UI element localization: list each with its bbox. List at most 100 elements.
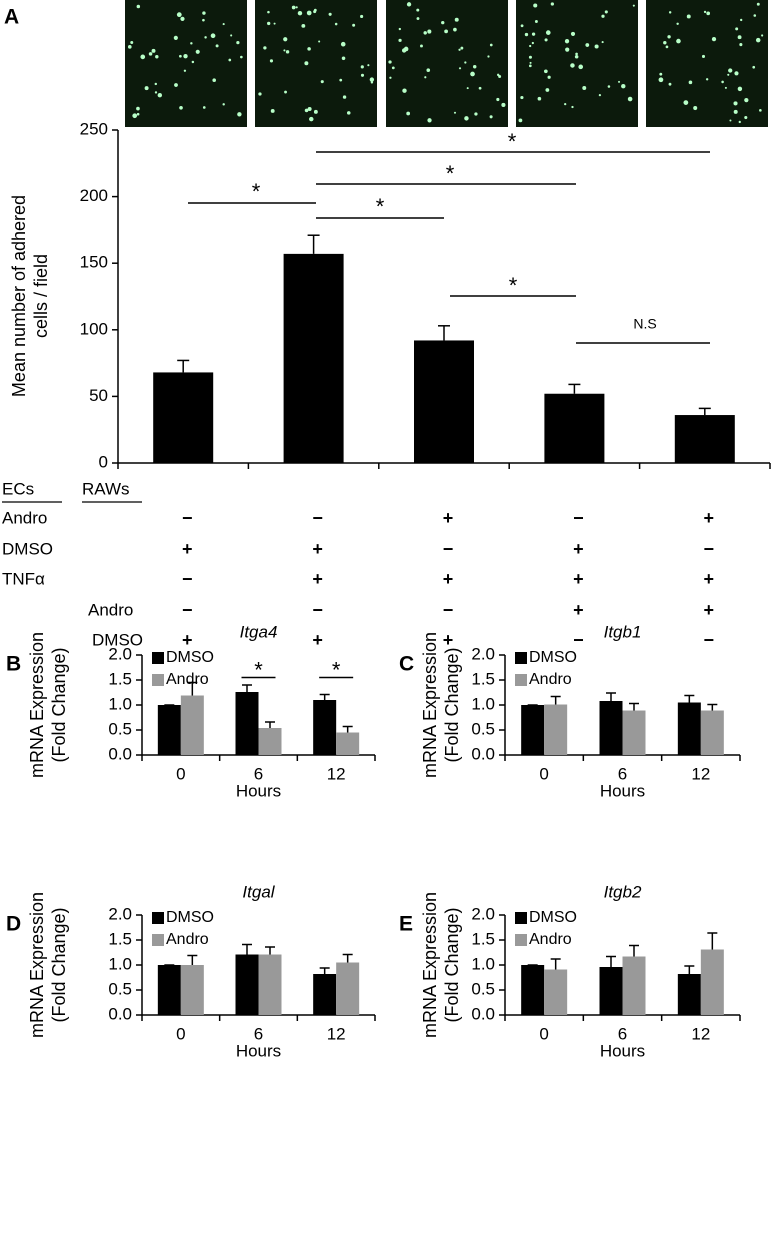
cell-dot <box>416 17 420 20</box>
cell-dot <box>179 105 183 110</box>
condition-sign: + <box>312 569 323 589</box>
x-tick-label: 12 <box>691 1024 710 1043</box>
cell-dot <box>701 54 706 58</box>
significance-label: * <box>508 129 517 154</box>
cell-dot <box>318 40 321 43</box>
cell-dot <box>148 52 153 56</box>
cell-dot <box>721 80 724 84</box>
condition-sign: + <box>573 600 584 620</box>
y-tick-label: 0 <box>99 452 108 471</box>
cell-dot <box>127 44 132 49</box>
bar <box>599 701 623 755</box>
cell-dot <box>501 102 506 108</box>
y-tick-label: 1.5 <box>108 669 132 688</box>
condition-label: DMSO <box>2 539 53 558</box>
cell-dot <box>621 83 626 89</box>
legend-label: DMSO <box>529 649 577 666</box>
x-tick-label: 6 <box>618 764 627 783</box>
cell-dot <box>360 65 364 69</box>
cell-dot <box>416 8 420 12</box>
cell-dot <box>307 106 312 112</box>
bar <box>521 965 545 1015</box>
bar <box>674 415 735 463</box>
condition-sign: + <box>704 508 715 528</box>
x-tick-label: 6 <box>254 1024 263 1043</box>
y-tick-label: 2.0 <box>108 644 132 663</box>
cell-dot <box>360 14 364 19</box>
x-axis-label: Hours <box>236 1041 281 1060</box>
condition-sign: − <box>573 508 584 528</box>
cell-dot <box>423 31 427 35</box>
cell-dot <box>202 18 205 22</box>
cell-dot <box>658 77 664 83</box>
panel-letter: D <box>6 913 21 936</box>
condition-sign: − <box>443 600 454 620</box>
condition-sign: + <box>182 630 193 650</box>
y-tick-label: 0.5 <box>108 719 132 738</box>
cell-dot <box>744 98 749 103</box>
condition-sign: + <box>443 569 454 589</box>
cell-dot <box>489 115 493 119</box>
cell-dot <box>309 116 314 122</box>
y-tick-label: 1.5 <box>108 929 132 948</box>
chart-title: Itga4 <box>240 622 278 641</box>
cell-dot <box>427 118 432 123</box>
y-tick-label: 2.0 <box>471 904 495 923</box>
condition-sign: + <box>443 508 454 528</box>
y-tick-label: 1.0 <box>108 954 132 973</box>
cell-dot <box>297 10 303 16</box>
bar <box>599 967 623 1015</box>
cell-dot <box>458 48 461 51</box>
cell-dot <box>210 33 216 39</box>
cell-dot <box>528 64 532 68</box>
bar <box>153 372 214 463</box>
cell-dot <box>570 63 575 68</box>
cell-dot <box>738 120 741 124</box>
cell-dot <box>529 61 532 64</box>
micrograph <box>255 0 377 127</box>
y-tick-label: 1.5 <box>471 669 495 688</box>
y-axis-label: cells / field <box>31 254 51 338</box>
cell-dot <box>665 45 669 49</box>
cell-dot <box>487 55 490 58</box>
cell-dot <box>632 4 635 7</box>
y-tick-label: 100 <box>80 319 108 338</box>
x-tick-label: 12 <box>691 764 710 783</box>
cell-dot <box>733 101 738 106</box>
y-axis-label: (Fold Change) <box>49 907 69 1022</box>
cell-dot <box>585 43 590 47</box>
cell-dot <box>575 52 578 56</box>
cell-dot <box>215 44 219 48</box>
cell-dot <box>191 60 195 64</box>
cell-dot <box>398 27 402 31</box>
legend-swatch <box>515 934 527 946</box>
y-tick-label: 0.5 <box>471 979 495 998</box>
legend-label: Andro <box>166 671 209 688</box>
cell-dot <box>601 41 604 44</box>
cell-dot <box>458 67 462 70</box>
y-tick-label: 1.5 <box>471 929 495 948</box>
cell-dot <box>676 38 681 44</box>
cell-dot <box>547 75 551 79</box>
condition-sign: + <box>312 539 323 559</box>
condition-sign: − <box>182 600 193 620</box>
condition-sign: + <box>312 630 323 650</box>
cell-dot <box>313 109 318 114</box>
x-axis-label: Hours <box>600 781 645 800</box>
cell-dot <box>180 16 185 21</box>
cell-dot <box>444 29 448 34</box>
x-tick-label: 6 <box>254 764 263 783</box>
cell-dot <box>489 43 493 47</box>
cell-dot <box>453 111 457 114</box>
cell-dot <box>426 68 431 73</box>
condition-sign: − <box>443 539 454 559</box>
cell-dot <box>283 49 286 52</box>
cell-dot <box>132 113 138 119</box>
cell-dot <box>724 86 727 89</box>
x-tick-label: 6 <box>618 1024 627 1043</box>
cell-dot <box>155 55 159 59</box>
y-tick-label: 2.0 <box>471 644 495 663</box>
cell-dot <box>174 83 178 87</box>
condition-sign: + <box>573 539 584 559</box>
cell-dot <box>733 109 738 114</box>
